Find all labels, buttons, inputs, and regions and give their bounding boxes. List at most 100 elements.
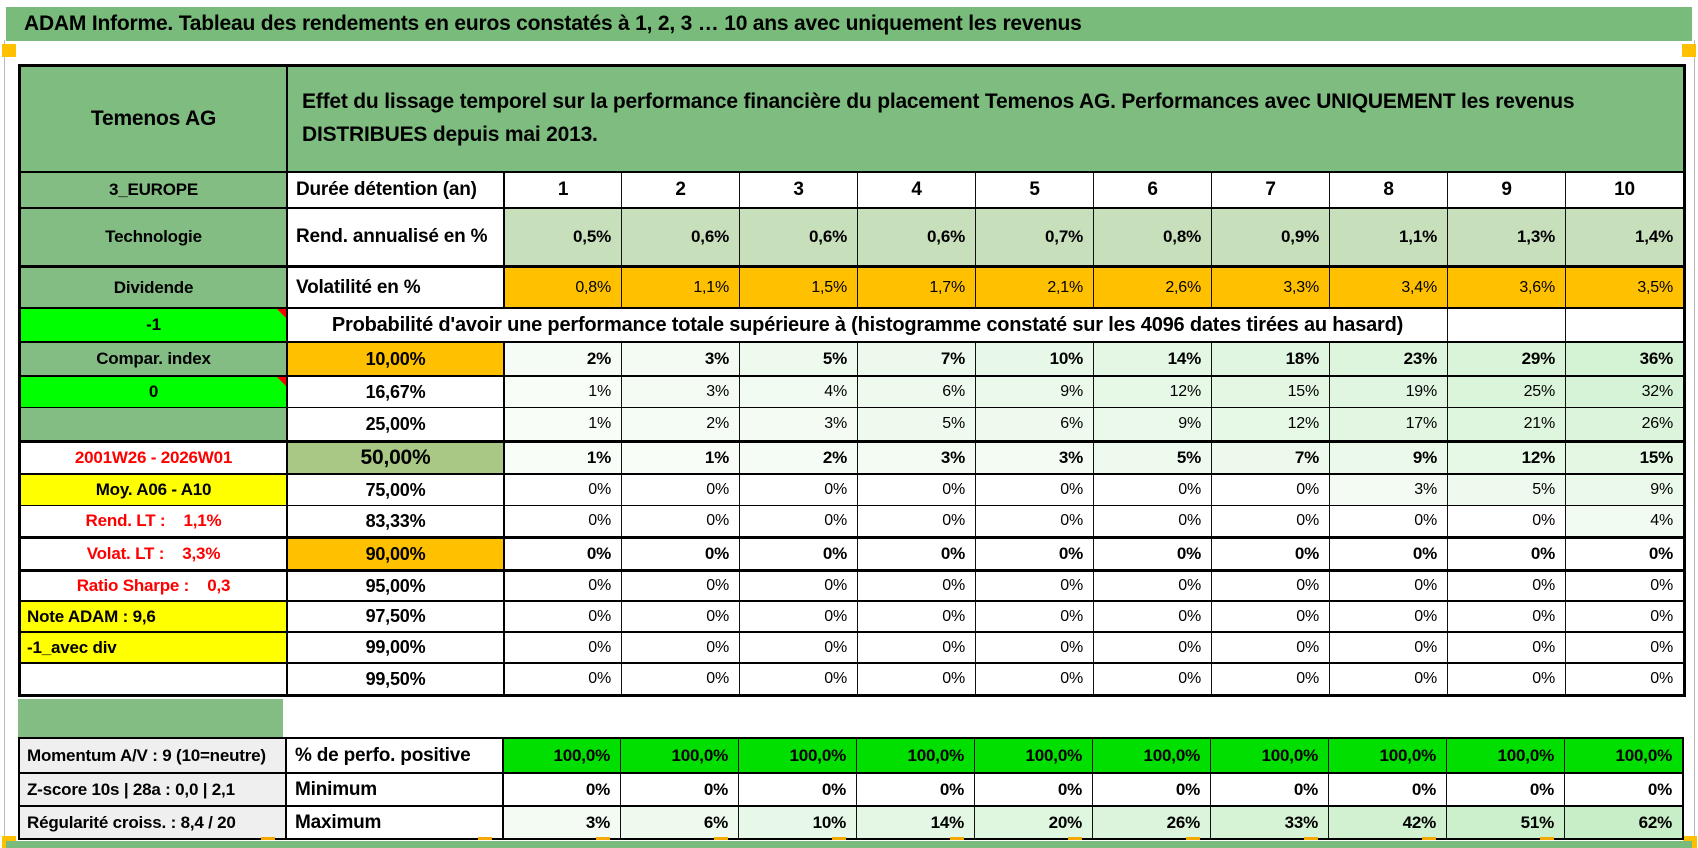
description-cell[interactable]: Effet du lissage temporel sur la perform… [286, 67, 1683, 171]
value-cell[interactable]: 0,6% [621, 209, 739, 265]
value-cell[interactable]: 0% [1447, 506, 1565, 536]
value-cell[interactable]: 42% [1328, 807, 1446, 838]
value-cell[interactable]: 0% [1211, 572, 1329, 600]
value-cell[interactable]: 0% [739, 506, 857, 536]
value-cell[interactable]: 19% [1329, 377, 1447, 407]
value-cell[interactable]: 5% [857, 408, 975, 440]
year-header-cell[interactable]: 6 [1093, 173, 1211, 207]
value-cell[interactable]: 0% [1211, 664, 1329, 694]
value-cell[interactable]: 0% [857, 602, 975, 631]
value-cell[interactable]: 2,1% [975, 268, 1093, 307]
value-cell[interactable]: 100,0% [974, 739, 1092, 772]
value-cell[interactable]: 0% [621, 506, 739, 536]
value-cell[interactable]: 1,4% [1565, 209, 1683, 265]
value-cell[interactable]: 6% [857, 377, 975, 407]
value-cell[interactable]: 3% [739, 408, 857, 440]
value-cell[interactable]: 0% [621, 602, 739, 631]
value-cell[interactable]: 0% [621, 664, 739, 694]
threshold-cell[interactable]: 99,00% [286, 633, 503, 662]
year-header-cell[interactable]: 4 [857, 173, 975, 207]
value-cell[interactable]: 14% [856, 807, 974, 838]
value-cell[interactable]: 51% [1446, 807, 1564, 838]
value-cell[interactable]: 3% [975, 443, 1093, 473]
asset-name-cell[interactable]: Temenos AG [21, 67, 286, 171]
value-cell[interactable]: 0% [503, 664, 621, 694]
threshold-cell[interactable]: 90,00% [286, 539, 503, 569]
row-label-cell[interactable]: Dividende [21, 268, 286, 307]
value-cell[interactable]: 12% [1211, 408, 1329, 440]
value-cell[interactable]: 6% [620, 807, 738, 838]
value-cell[interactable]: 23% [1329, 343, 1447, 375]
value-cell[interactable]: 29% [1447, 343, 1565, 375]
value-cell[interactable]: 0% [1211, 475, 1329, 505]
year-header-cell[interactable]: 1 [503, 173, 621, 207]
value-cell[interactable]: 0% [503, 506, 621, 536]
value-cell[interactable]: 0% [1564, 774, 1682, 805]
value-cell[interactable]: 0% [857, 506, 975, 536]
value-cell[interactable]: 9% [1329, 443, 1447, 473]
value-cell[interactable]: 15% [1211, 377, 1329, 407]
value-cell[interactable]: 0% [1210, 774, 1328, 805]
threshold-cell[interactable]: 50,00% [286, 443, 503, 473]
value-cell[interactable]: 0% [1093, 633, 1211, 662]
value-cell[interactable]: 0% [1447, 664, 1565, 694]
value-cell[interactable]: 62% [1564, 807, 1682, 838]
row-label-cell[interactable]: Rend. LT : 1,1% [21, 506, 286, 536]
value-cell[interactable]: 0,5% [503, 209, 621, 265]
value-cell[interactable]: 1% [503, 408, 621, 440]
value-cell[interactable]: 0,6% [739, 209, 857, 265]
year-header-cell[interactable]: 9 [1447, 173, 1565, 207]
row-label-cell[interactable]: Technologie [21, 209, 286, 265]
row-label-cell[interactable]: Note ADAM : 9,6 [21, 602, 286, 631]
row-label-cell[interactable]: -1 [21, 309, 286, 341]
value-cell[interactable]: 2% [503, 343, 621, 375]
value-cell[interactable]: 3% [502, 807, 620, 838]
row-label-cell[interactable]: Compar. index [21, 343, 286, 375]
value-cell[interactable]: 0% [975, 664, 1093, 694]
value-cell[interactable]: 3,4% [1329, 268, 1447, 307]
value-cell[interactable]: 0% [1211, 602, 1329, 631]
value-cell[interactable]: 0% [1211, 633, 1329, 662]
value-cell[interactable]: 100,0% [856, 739, 974, 772]
value-cell[interactable]: 0% [621, 475, 739, 505]
value-cell[interactable]: 5% [1093, 443, 1211, 473]
value-cell[interactable]: 3,5% [1565, 268, 1683, 307]
value-cell[interactable]: 0% [503, 572, 621, 600]
value-cell[interactable]: 3% [621, 343, 739, 375]
value-cell[interactable]: 15% [1565, 443, 1683, 473]
measure-name-cell[interactable]: Rend. annualisé en % [286, 209, 503, 265]
value-cell[interactable]: 0% [503, 539, 621, 569]
row-label-cell[interactable] [21, 664, 286, 694]
value-cell[interactable]: 100,0% [1328, 739, 1446, 772]
value-cell[interactable]: 0% [1329, 572, 1447, 600]
value-cell[interactable]: 0% [1093, 572, 1211, 600]
value-cell[interactable]: 0% [975, 506, 1093, 536]
value-cell[interactable]: 1,5% [739, 268, 857, 307]
measure-name-cell[interactable]: Durée détention (an) [286, 173, 503, 207]
value-cell[interactable]: 0% [1093, 475, 1211, 505]
value-cell[interactable]: 14% [1093, 343, 1211, 375]
value-cell[interactable]: 100,0% [1446, 739, 1564, 772]
row-label-cell[interactable]: 3_EUROPE [21, 173, 286, 207]
value-cell[interactable]: 9% [1565, 475, 1683, 505]
value-cell[interactable]: 1% [503, 443, 621, 473]
value-cell[interactable]: 100,0% [738, 739, 856, 772]
value-cell[interactable]: 0% [1093, 602, 1211, 631]
threshold-cell[interactable]: 97,50% [286, 602, 503, 631]
value-cell[interactable]: 10% [975, 343, 1093, 375]
row-label-cell[interactable]: Momentum A/V : 9 (10=neutre) [20, 739, 285, 772]
value-cell[interactable]: 0% [1093, 506, 1211, 536]
value-cell[interactable]: 0% [503, 475, 621, 505]
value-cell[interactable]: 0% [856, 774, 974, 805]
value-cell[interactable]: 100,0% [620, 739, 738, 772]
value-cell[interactable]: 1% [621, 443, 739, 473]
value-cell[interactable]: 0% [975, 539, 1093, 569]
value-cell[interactable]: 20% [974, 807, 1092, 838]
value-cell[interactable]: 0% [1446, 774, 1564, 805]
threshold-cell[interactable]: 83,33% [286, 506, 503, 536]
value-cell[interactable]: 4% [739, 377, 857, 407]
value-cell[interactable]: 12% [1447, 443, 1565, 473]
value-cell[interactable]: 3,6% [1447, 268, 1565, 307]
value-cell[interactable]: 18% [1211, 343, 1329, 375]
value-cell[interactable]: 3,3% [1211, 268, 1329, 307]
